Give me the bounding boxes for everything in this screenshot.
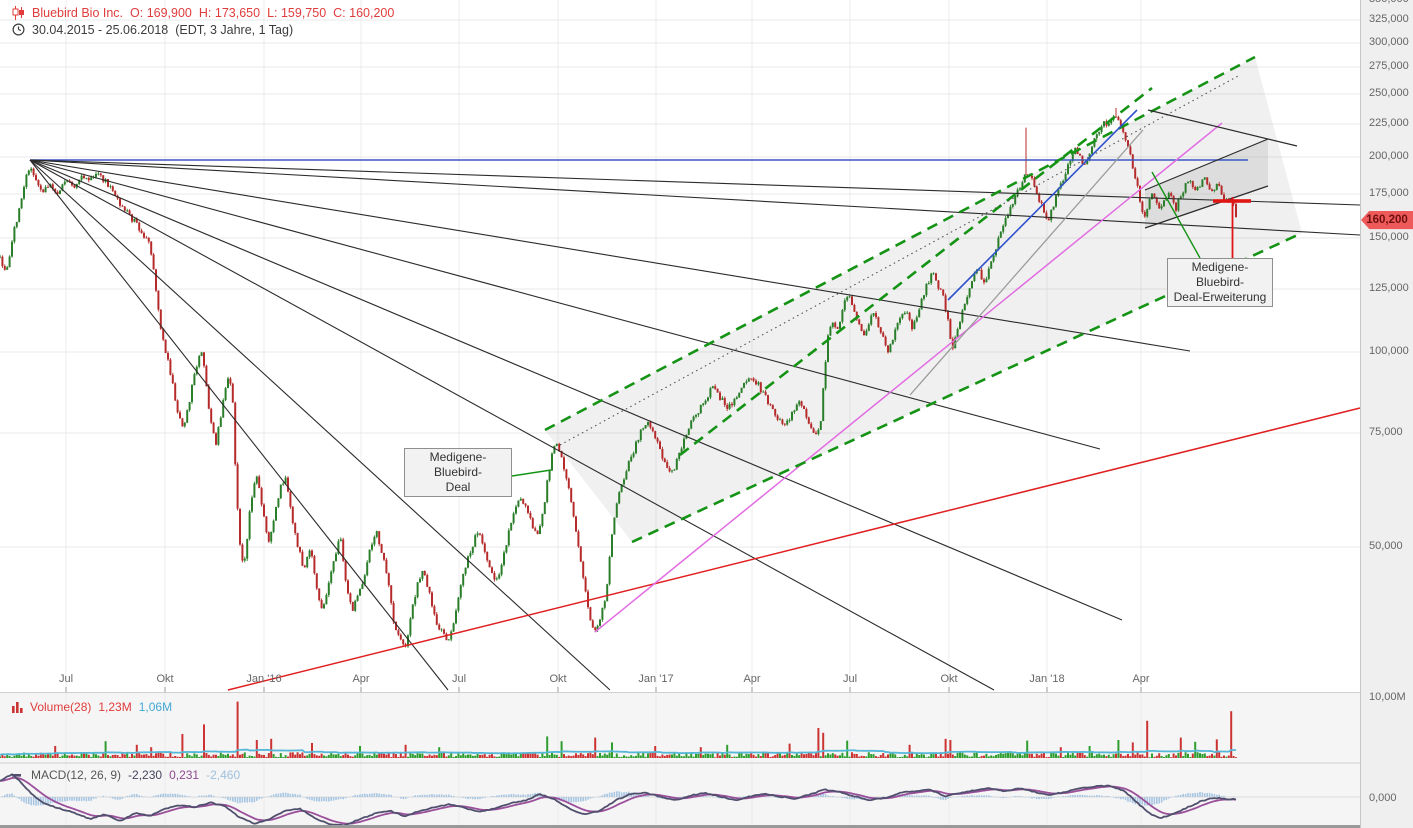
price-axis-label: 350,000 <box>1369 0 1409 5</box>
ohlc-close: C: 160,200 <box>333 5 395 20</box>
price-axis-label: 325,000 <box>1369 13 1409 25</box>
ohlc-low: L: 159,750 <box>267 5 327 20</box>
annotation-text: Deal-Erweiterung <box>1173 290 1267 304</box>
volume-value-2: 1,06M <box>138 700 173 714</box>
price-axis-label: 300,000 <box>1369 36 1409 48</box>
ohlc-open: O: 169,900 <box>130 5 192 20</box>
instrument-header: Bluebird Bio Inc. O: 169,900 H: 173,650 … <box>12 4 394 38</box>
price-axis-label: 250,000 <box>1369 87 1409 99</box>
candlestick-icon <box>12 5 25 20</box>
macd-signal-value: 0,231 <box>169 768 200 782</box>
current-price-tag: 160,200 <box>1361 210 1413 230</box>
price-axis-label: 275,000 <box>1369 60 1409 72</box>
volume-label[interactable]: Volume(28) <box>30 700 92 714</box>
ohlc-high: H: 173,650 <box>198 5 261 20</box>
price-axis-label: 175,000 <box>1369 187 1409 199</box>
clock-icon <box>12 23 25 36</box>
macd-label[interactable]: MACD(12, 26, 9) <box>31 768 122 782</box>
annotation-deal[interactable]: Medigene-Bluebird- Deal <box>404 448 512 497</box>
date-range[interactable]: 30.04.2015 - 25.06.2018 <box>32 22 169 37</box>
price-axis[interactable]: 350,000 325,000 300,000 275,000 250,000 225,0… <box>1360 0 1413 828</box>
macd-line-icon <box>12 771 24 779</box>
volume-axis-label: 10,00M <box>1369 691 1406 703</box>
macd-hist-value: -2,460 <box>206 768 241 782</box>
annotation-text: Medigene-Bluebird- <box>429 450 487 479</box>
price-axis-label: 150,000 <box>1369 231 1409 243</box>
price-axis-label: 200,000 <box>1369 150 1409 162</box>
volume-bars-icon <box>12 701 23 713</box>
annotation-text: Deal <box>445 480 471 494</box>
macd-axis-label: 0,000 <box>1369 792 1397 804</box>
macd-legend: MACD(12, 26, 9) -2,230 0,231 -2,460 <box>12 768 240 782</box>
price-axis-label: 125,000 <box>1369 282 1409 294</box>
volume-value-1: 1,23M <box>98 700 132 714</box>
timeframe-note: (EDT, 3 Jahre, 1 Tag) <box>175 22 294 37</box>
price-axis-label: 225,000 <box>1369 117 1409 129</box>
volume-legend: Volume(28) 1,23M 1,06M <box>12 700 172 714</box>
price-axis-label: 75,000 <box>1369 426 1403 438</box>
price-axis-label: 100,000 <box>1369 345 1409 357</box>
annotation-deal-erweiterung[interactable]: Medigene-Bluebird- Deal-Erweiterung <box>1167 258 1273 307</box>
price-axis-label: 50,000 <box>1369 540 1403 552</box>
annotation-text: Medigene-Bluebird- <box>1191 260 1249 289</box>
macd-value: -2,230 <box>128 768 163 782</box>
instrument-title[interactable]: Bluebird Bio Inc. <box>32 5 124 20</box>
